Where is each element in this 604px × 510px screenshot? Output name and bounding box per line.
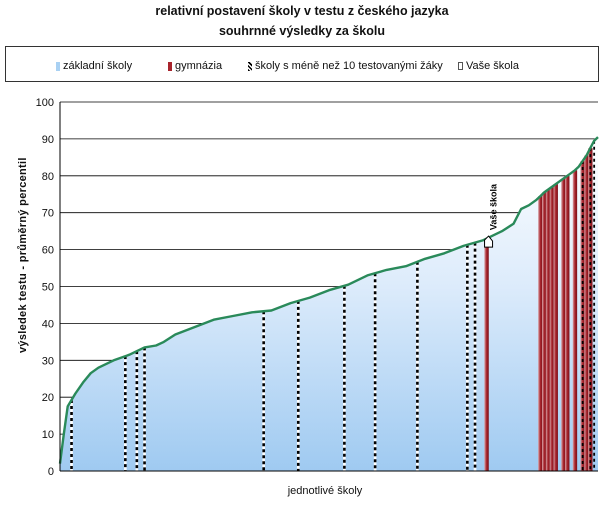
y-tick-label-80: 80 xyxy=(42,171,54,183)
gymnazium-bar-7 xyxy=(565,175,570,472)
gymnazium-bar-8 xyxy=(572,170,578,471)
legend-swatch-zakladni xyxy=(56,61,60,71)
gymnazium-bar-10 xyxy=(584,155,589,471)
legend-item-male-skoly: školy s méně než 10 testovanými žáky xyxy=(248,60,443,72)
x-axis-label: jednotlivé školy xyxy=(287,485,363,497)
legend-swatch-male-skoly xyxy=(248,61,252,71)
y-tick-label-0: 0 xyxy=(48,466,54,478)
gymnazium-bar-9 xyxy=(580,161,585,472)
chart-subtitle: souhrnné výsledky za školu xyxy=(218,24,386,38)
chart-legend: základní školy gymnázia školy s méně než… xyxy=(5,46,599,82)
gymnazium-bar-4 xyxy=(549,186,555,471)
gymnazium-bar-0 xyxy=(484,238,489,471)
y-tick-label-70: 70 xyxy=(42,208,54,220)
y-tick-label-60: 60 xyxy=(42,245,54,257)
legend-item-vase-skola: Vaše škola xyxy=(458,60,519,72)
gymnazium-bar-1 xyxy=(538,196,543,471)
legend-label-gymnazia: gymnázia xyxy=(175,60,223,72)
y-tick-label-40: 40 xyxy=(42,318,54,330)
y-tick-label-20: 20 xyxy=(42,392,54,404)
y-tick-label-90: 90 xyxy=(42,134,54,146)
gymnazium-bar-3 xyxy=(545,189,551,471)
gymnazium-bar-2 xyxy=(542,192,547,471)
legend-swatch-gymnazia xyxy=(168,61,172,71)
your-school-label: Vaše škola xyxy=(489,183,499,230)
area-fill-zakladni-skoly xyxy=(60,137,598,471)
chart-title: relativní postavení školy v testu z česk… xyxy=(155,4,449,18)
y-tick-label-50: 50 xyxy=(42,282,54,294)
y-tick-label-10: 10 xyxy=(42,429,54,441)
gymnazium-bar-6 xyxy=(561,178,566,471)
legend-label-zakladni: základní školy xyxy=(63,60,133,72)
legend-label-vase-skola: Vaše škola xyxy=(466,60,519,72)
legend-swatch-vase-skola xyxy=(458,62,463,70)
legend-item-gymnazia: gymnázia xyxy=(168,60,222,72)
your-school-marker xyxy=(484,235,494,248)
y-tick-label-100: 100 xyxy=(36,97,54,109)
legend-item-zakladni-skoly: základní školy xyxy=(56,60,132,72)
results-curve xyxy=(58,136,599,464)
y-tick-label-30: 30 xyxy=(42,355,54,367)
legend-label-male-skoly: školy s méně než 10 testovanými žáky xyxy=(255,60,443,72)
gymnazium-bar-11 xyxy=(588,148,593,471)
gymnazium-bar-5 xyxy=(553,184,558,472)
